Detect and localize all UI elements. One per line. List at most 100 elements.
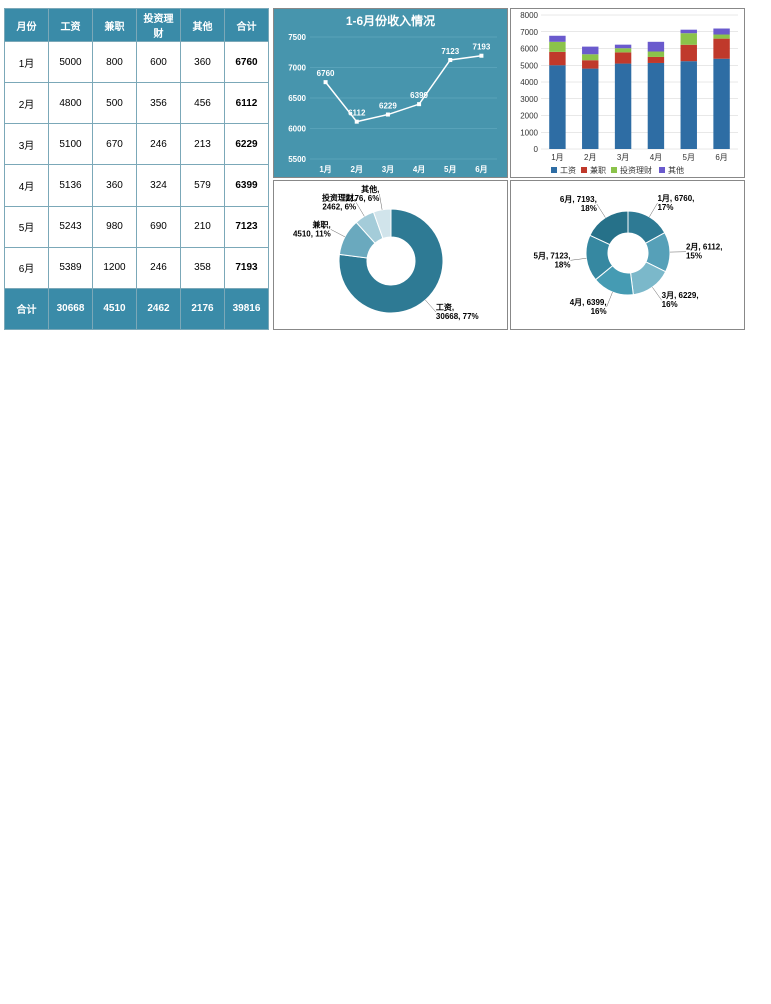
table-cell[interactable]: 600 (137, 42, 181, 83)
table-cell[interactable]: 800 (93, 42, 137, 83)
svg-text:6229: 6229 (379, 102, 397, 111)
table-cell[interactable]: 7193 (225, 247, 269, 288)
svg-text:4510, 11%: 4510, 11% (293, 229, 331, 238)
stacked-bar-chart: 0100020003000400050006000700080001月2月3月4… (510, 8, 745, 178)
table-cell[interactable]: 246 (137, 124, 181, 165)
table-cell[interactable]: 2176 (181, 288, 225, 329)
table-cell[interactable]: 500 (93, 83, 137, 124)
svg-text:17%: 17% (657, 203, 673, 212)
svg-text:15%: 15% (686, 252, 702, 261)
table-cell[interactable]: 1月 (5, 42, 49, 83)
table-header-row: 月份 工资 兼职 投资理财 其他 合计 (5, 9, 269, 42)
svg-text:16%: 16% (591, 307, 607, 316)
table-cell[interactable]: 356 (137, 83, 181, 124)
svg-text:6月: 6月 (475, 165, 487, 174)
svg-text:7000: 7000 (288, 64, 306, 73)
svg-text:投资理财: 投资理财 (620, 165, 652, 175)
table-cell[interactable]: 358 (181, 247, 225, 288)
table-cell[interactable]: 213 (181, 124, 225, 165)
svg-text:8000: 8000 (520, 11, 538, 20)
svg-text:其他,: 其他, (361, 184, 379, 194)
svg-text:6500: 6500 (288, 94, 306, 103)
svg-text:工资: 工资 (560, 165, 576, 175)
table-cell[interactable]: 5100 (49, 124, 93, 165)
svg-text:3000: 3000 (520, 95, 538, 104)
table-cell[interactable]: 324 (137, 165, 181, 206)
table-cell[interactable]: 4月 (5, 165, 49, 206)
table-cell[interactable]: 7123 (225, 206, 269, 247)
table-cell[interactable]: 6112 (225, 83, 269, 124)
table-row[interactable]: 6月538912002463587193 (5, 247, 269, 288)
svg-text:2月, 6112,: 2月, 6112, (686, 243, 722, 252)
svg-text:4月: 4月 (650, 153, 662, 162)
table-cell[interactable]: 670 (93, 124, 137, 165)
svg-text:18%: 18% (581, 204, 597, 213)
svg-text:2462, 6%: 2462, 6% (322, 203, 356, 212)
svg-text:兼职: 兼职 (590, 165, 606, 175)
svg-text:7193: 7193 (473, 43, 491, 52)
svg-text:兼职,: 兼职, (312, 219, 331, 229)
table-cell[interactable]: 2462 (137, 288, 181, 329)
table-cell[interactable]: 6月 (5, 247, 49, 288)
col-part: 兼职 (93, 9, 137, 42)
table-cell[interactable]: 4800 (49, 83, 93, 124)
table-cell[interactable]: 4510 (93, 288, 137, 329)
charts-grid: 1-6月份收入情况5500600065007000750067601月61122… (273, 8, 745, 330)
table-cell[interactable]: 579 (181, 165, 225, 206)
table-cell[interactable]: 246 (137, 247, 181, 288)
table-cell[interactable]: 210 (181, 206, 225, 247)
table-cell[interactable]: 5389 (49, 247, 93, 288)
svg-text:4月: 4月 (413, 165, 425, 174)
income-table: 月份 工资 兼职 投资理财 其他 合计 1月500080060036067602… (4, 8, 269, 330)
table-row[interactable]: 2月48005003564566112 (5, 83, 269, 124)
col-invest: 投资理财 (137, 9, 181, 42)
svg-text:30668, 77%: 30668, 77% (436, 312, 479, 321)
svg-text:其他: 其他 (668, 165, 684, 175)
table-cell[interactable]: 5243 (49, 206, 93, 247)
svg-text:6月, 7193,: 6月, 7193, (560, 195, 597, 204)
svg-text:0: 0 (534, 145, 539, 154)
table-cell[interactable]: 6399 (225, 165, 269, 206)
table-cell[interactable]: 360 (181, 42, 225, 83)
donut1-svg: 工资,30668, 77%兼职,4510, 11%投资理财,2462, 6%其他… (274, 181, 507, 329)
svg-text:5月: 5月 (683, 153, 695, 162)
table-cell[interactable]: 360 (93, 165, 137, 206)
svg-text:工资,: 工资, (436, 302, 454, 312)
table-cell[interactable]: 1200 (93, 247, 137, 288)
line-chart-svg: 1-6月份收入情况5500600065007000750067601月61122… (274, 9, 507, 177)
table-cell[interactable]: 5月 (5, 206, 49, 247)
svg-text:6月: 6月 (715, 153, 727, 162)
table-cell[interactable]: 2月 (5, 83, 49, 124)
svg-text:3月: 3月 (382, 165, 394, 174)
svg-text:7123: 7123 (441, 47, 459, 56)
col-other: 其他 (181, 9, 225, 42)
svg-text:7500: 7500 (288, 33, 306, 42)
svg-text:1月: 1月 (551, 153, 563, 162)
table-cell[interactable]: 980 (93, 206, 137, 247)
table-cell[interactable]: 456 (181, 83, 225, 124)
table-cell[interactable]: 6760 (225, 42, 269, 83)
table-total-row[interactable]: 合计3066845102462217639816 (5, 288, 269, 329)
svg-text:6760: 6760 (317, 69, 335, 78)
svg-text:1月: 1月 (319, 165, 331, 174)
table-cell[interactable]: 39816 (225, 288, 269, 329)
table-row[interactable]: 4月51363603245796399 (5, 165, 269, 206)
svg-text:1-6月份收入情况: 1-6月份收入情况 (346, 13, 435, 28)
svg-text:4月, 6399,: 4月, 6399, (570, 298, 607, 307)
bar-chart-svg: 0100020003000400050006000700080001月2月3月4… (511, 9, 744, 177)
table-cell[interactable]: 5000 (49, 42, 93, 83)
table-row[interactable]: 5月52439806902107123 (5, 206, 269, 247)
svg-text:6399: 6399 (410, 91, 428, 100)
table-cell[interactable]: 6229 (225, 124, 269, 165)
table-row[interactable]: 1月50008006003606760 (5, 42, 269, 83)
svg-text:1000: 1000 (520, 128, 538, 137)
table-cell[interactable]: 3月 (5, 124, 49, 165)
svg-text:6000: 6000 (520, 45, 538, 54)
donut-month-chart: 1月, 6760,17%2月, 6112,15%3月, 6229,16%4月, … (510, 180, 745, 330)
table-cell[interactable]: 5136 (49, 165, 93, 206)
donut-category-chart: 工资,30668, 77%兼职,4510, 11%投资理财,2462, 6%其他… (273, 180, 508, 330)
table-cell[interactable]: 690 (137, 206, 181, 247)
table-cell[interactable]: 合计 (5, 288, 49, 329)
table-cell[interactable]: 30668 (49, 288, 93, 329)
table-row[interactable]: 3月51006702462136229 (5, 124, 269, 165)
